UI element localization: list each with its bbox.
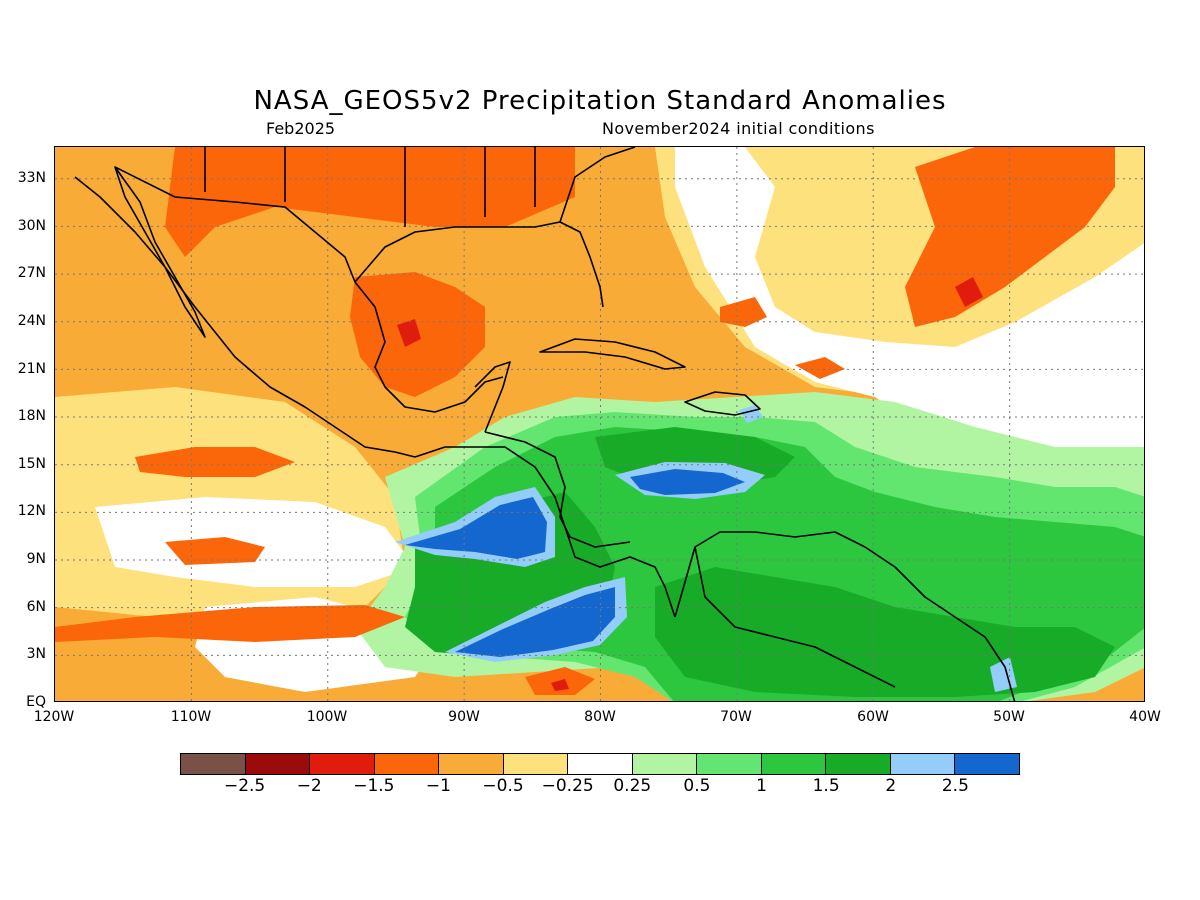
coastline-yucatan <box>474 361 511 433</box>
very-dry-region-small-21n <box>795 357 845 379</box>
strong-dry-region-atlantic <box>955 277 983 307</box>
very-dry-region-pacific-band-1 <box>135 447 295 477</box>
colorbar-tick-label: 1 <box>756 776 767 796</box>
anomaly-map <box>54 146 1145 702</box>
forecast-month: Feb2025 <box>266 119 336 138</box>
lat-lon-gridlines <box>55 147 1144 701</box>
colorbar-tick-label: −2.5 <box>223 776 266 796</box>
extreme-wet-caribbean <box>630 469 745 495</box>
lat-label-30n: 30N <box>17 218 46 234</box>
initial-conditions: November2024 initial conditions <box>602 119 875 138</box>
colorbar-swatch <box>245 754 311 774</box>
very-dry-region-pacific-band-3 <box>55 605 405 642</box>
lon-label-110w: 110W <box>170 709 212 725</box>
coastline-hispaniola <box>684 391 761 416</box>
neutral-region-pacific-band <box>95 497 415 587</box>
colorbar-swatch <box>503 754 569 774</box>
colorbar-tick-label: −0.5 <box>482 776 524 796</box>
lat-label-9n: 9N <box>26 551 46 567</box>
lat-label-21n: 21N <box>17 361 46 377</box>
lat-label-18n: 18N <box>17 408 46 424</box>
coastline-cuba <box>539 338 686 370</box>
border-us-mexico <box>114 166 356 283</box>
lon-label-60w: 60W <box>857 709 889 725</box>
very-dry-region-pacific-band-2 <box>165 537 265 565</box>
colorbar-swatch <box>761 754 827 774</box>
very-dry-region-small-24n <box>720 297 767 327</box>
lon-label-40w: 40W <box>1129 709 1161 725</box>
colorbar-tick-label: 2.5 <box>941 776 969 796</box>
colorbar-swatch <box>632 754 698 774</box>
colorbar-tick-label: 0.25 <box>613 776 652 796</box>
colorbar-swatch <box>310 754 375 774</box>
coastline-south-america <box>674 531 1016 701</box>
coastline-florida <box>559 147 636 223</box>
coastline-baja <box>114 166 206 338</box>
colorbar <box>180 753 1020 775</box>
colorbar-tick-label: −0.25 <box>541 776 594 796</box>
map-title: NASA_GEOS5v2 Precipitation Standard Anom… <box>253 86 947 116</box>
colorbar-swatch <box>890 754 956 774</box>
border-us-states <box>204 147 536 227</box>
colorbar-tick-label: 1.5 <box>812 776 840 796</box>
colorbar-tick-label: −1 <box>425 776 451 796</box>
lat-label-3n: 3N <box>26 646 46 662</box>
coastline-gulf-west <box>354 281 504 413</box>
lat-label-24n: 24N <box>17 313 46 329</box>
coastlines <box>74 147 1016 701</box>
colorbar-tick-label: 0.5 <box>683 776 711 796</box>
border-south-america-internal <box>694 546 896 688</box>
coastline-gulf-north <box>354 221 604 308</box>
lon-label-70w: 70W <box>720 709 752 725</box>
colorbar-tick-label: 2 <box>885 776 897 796</box>
colorbar-swatch <box>697 754 762 774</box>
lon-label-120w: 120W <box>33 709 75 725</box>
lat-label-33n: 33N <box>17 170 46 186</box>
lon-label-80w: 80W <box>584 709 616 725</box>
lat-label-eq: EQ <box>26 694 46 710</box>
very-dry-region-gulf-north <box>165 147 575 257</box>
strong-dry-region-eq <box>551 679 569 691</box>
lon-label-50w: 50W <box>993 709 1025 725</box>
lat-label-27n: 27N <box>17 265 46 281</box>
colorbar-swatch <box>181 754 246 774</box>
strong-dry-region-texas <box>397 319 421 347</box>
colorbar-swatch <box>374 754 440 774</box>
colorbar-swatch <box>955 754 1019 774</box>
neutral-region-atlantic <box>675 147 1144 477</box>
colorbar-tick-label: −1.5 <box>353 776 395 796</box>
lat-label-6n: 6N <box>26 599 46 615</box>
extreme-wet-pacific-south <box>455 587 615 657</box>
lat-label-15n: 15N <box>17 456 46 472</box>
lat-label-12n: 12N <box>17 503 46 519</box>
lon-label-100w: 100W <box>306 709 348 725</box>
anomaly-map-canvas <box>55 147 1144 701</box>
colorbar-swatch <box>826 754 891 774</box>
colorbar-swatch <box>439 754 504 774</box>
colorbar-tick-label: −2 <box>296 776 322 796</box>
lon-label-90w: 90W <box>448 709 480 725</box>
colorbar-swatch <box>568 754 633 774</box>
coastline-central-america-caribbean <box>484 431 631 548</box>
coastline-mexico-pacific <box>74 176 416 458</box>
